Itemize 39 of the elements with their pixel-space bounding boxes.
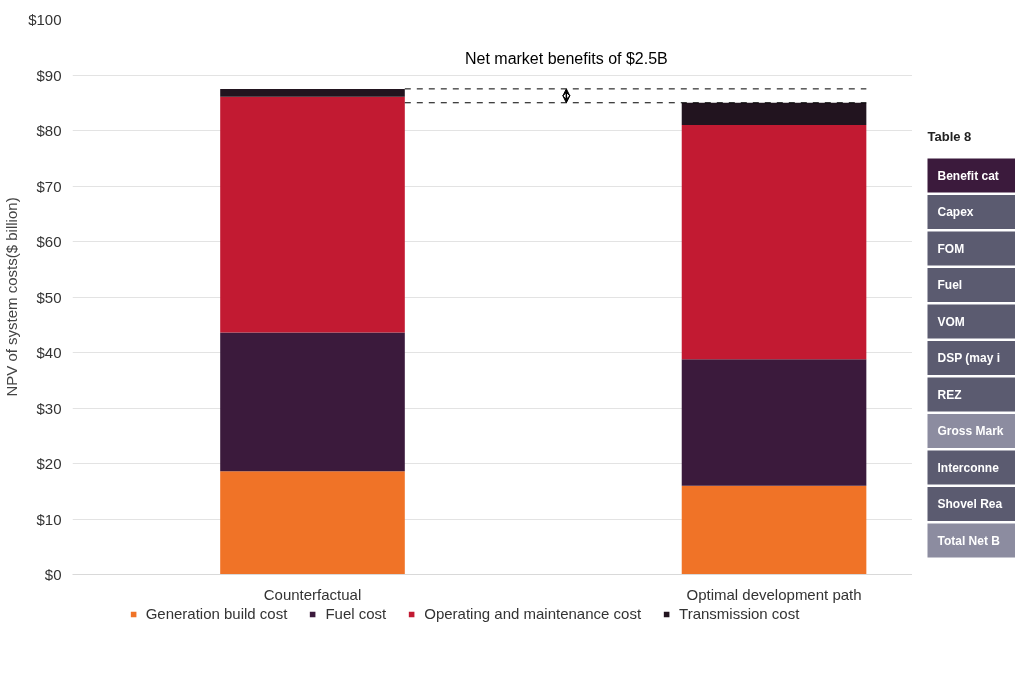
y-tick-label: $30 [36,399,62,417]
y-tick-label: $50 [36,288,62,306]
text: Capex [937,205,974,219]
annotation: Net market benefits of $2.5B [464,49,668,67]
bar [220,88,405,97]
x-tick-label: Optimal development path [686,585,862,603]
text: FOM [937,241,965,256]
text: DSP (may i [937,351,1000,365]
legend-label: Generation build cost [145,605,288,622]
legend-label: Fuel cost [325,605,387,622]
y-tick-label: $90 [36,66,62,84]
text: Benefit cat [937,168,999,183]
text: VOM [937,314,965,329]
bar [681,485,867,575]
legend-label: Transmission cost [679,605,800,622]
text: REZ [937,387,962,402]
x-tick-label: Counterfactual [263,585,362,603]
text: Interconne [937,460,1000,475]
y-tick-label: $10 [36,510,62,528]
text: Gross Mark [937,424,1004,438]
y-tick-label: $60 [36,233,62,250]
bar [681,124,867,360]
y-tick-label: $0 [44,566,62,583]
bar [681,102,867,125]
bar [681,359,867,486]
bar [220,471,405,575]
text: Fuel [937,278,963,292]
y-tick-label: $100 [28,11,62,28]
bar [220,96,405,333]
y-tick-label: $80 [36,122,62,139]
y-tick-label: $20 [36,455,62,472]
text: Shovel Rea [937,497,1003,511]
y-tick-label: $70 [36,177,62,195]
y-tick-label: $40 [36,344,62,361]
y-axis-title: NPV of system costs($ billion) [3,197,21,397]
legend-label: Operating and maintenance cost [424,605,642,622]
text: Table 8 [927,129,972,144]
bar [220,332,405,472]
text: Total Net B [937,533,1001,548]
